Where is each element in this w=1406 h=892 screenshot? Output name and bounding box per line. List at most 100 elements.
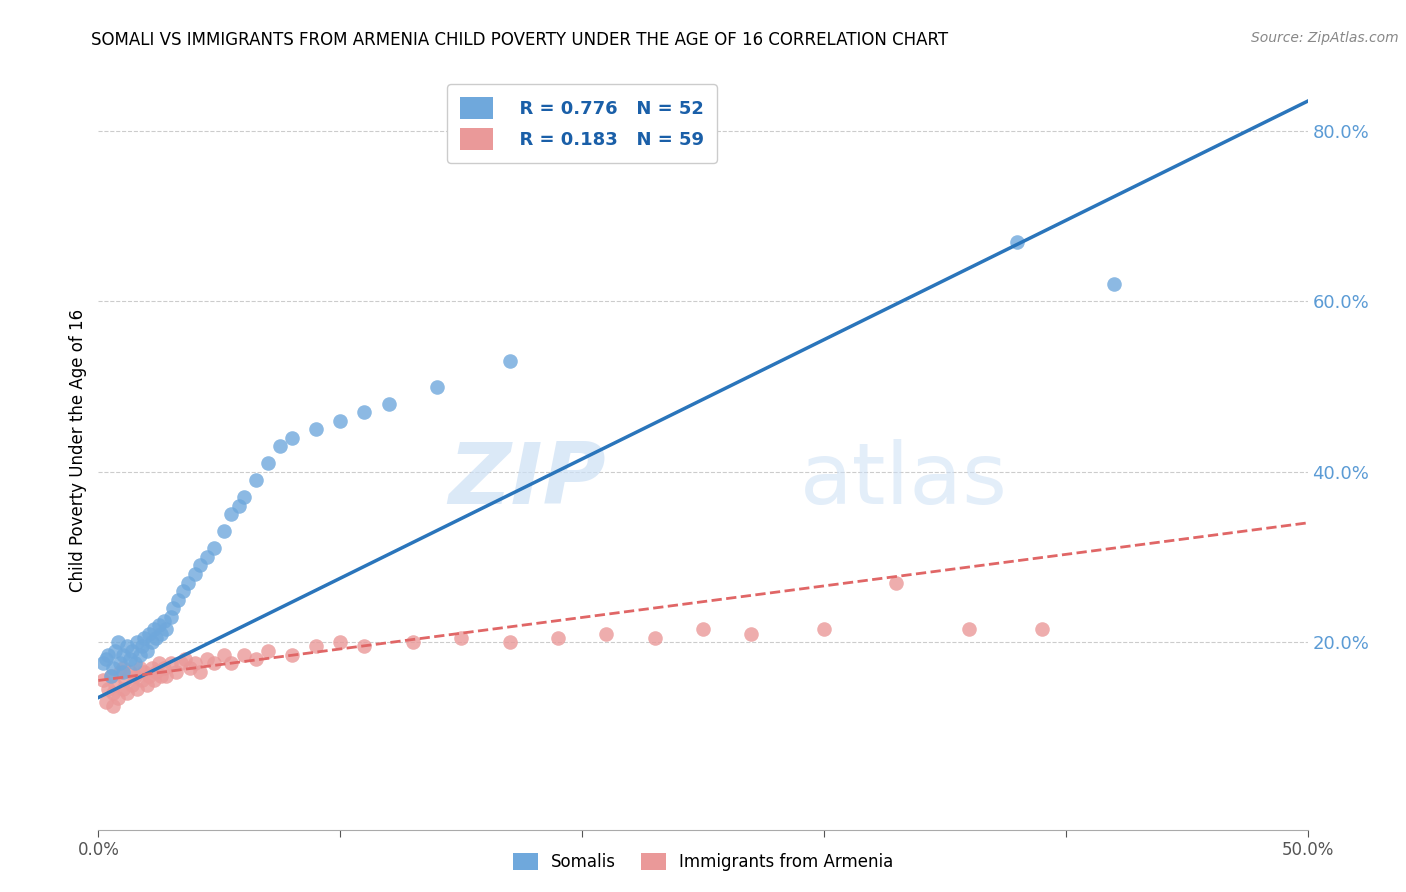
Point	[245, 473, 267, 487]
Point	[498, 635, 520, 649]
Point	[165, 665, 187, 679]
Point	[184, 566, 207, 581]
Point	[111, 661, 134, 675]
Point	[143, 623, 166, 637]
Point	[104, 643, 127, 657]
Point	[141, 661, 163, 675]
Point	[128, 661, 150, 675]
Point	[152, 661, 174, 675]
Point	[124, 669, 146, 683]
Point	[245, 652, 267, 666]
Point	[134, 631, 156, 645]
Point	[402, 635, 425, 649]
Text: Source: ZipAtlas.com: Source: ZipAtlas.com	[1251, 31, 1399, 45]
Point	[1102, 277, 1125, 292]
Point	[101, 699, 124, 714]
Point	[269, 439, 291, 453]
Point	[118, 665, 141, 679]
Point	[179, 661, 201, 675]
Point	[162, 601, 184, 615]
Point	[204, 657, 226, 671]
Point	[97, 681, 120, 696]
Legend: Somalis, Immigrants from Armenia: Somalis, Immigrants from Armenia	[505, 845, 901, 880]
Point	[329, 635, 352, 649]
Point	[100, 669, 122, 683]
Point	[117, 640, 139, 654]
Point	[1007, 235, 1029, 249]
Point	[121, 678, 143, 692]
Y-axis label: Child Poverty Under the Age of 16: Child Poverty Under the Age of 16	[69, 309, 87, 592]
Text: SOMALI VS IMMIGRANTS FROM ARMENIA CHILD POVERTY UNDER THE AGE OF 16 CORRELATION : SOMALI VS IMMIGRANTS FROM ARMENIA CHILD …	[91, 31, 949, 49]
Point	[160, 657, 183, 671]
Point	[101, 661, 124, 675]
Point	[152, 614, 174, 628]
Point	[740, 626, 762, 640]
Point	[107, 690, 129, 705]
Point	[155, 623, 177, 637]
Point	[221, 508, 243, 522]
Point	[450, 631, 472, 645]
Point	[138, 669, 160, 683]
Point	[172, 584, 194, 599]
Point	[128, 648, 150, 662]
Point	[204, 541, 226, 556]
Point	[813, 623, 835, 637]
Point	[426, 379, 449, 393]
Point	[256, 456, 278, 470]
Point	[167, 592, 190, 607]
Point	[118, 652, 141, 666]
Point	[127, 681, 149, 696]
Point	[114, 673, 136, 688]
Point	[281, 648, 304, 662]
Point	[148, 618, 170, 632]
Point	[547, 631, 569, 645]
Point	[1031, 623, 1053, 637]
Point	[104, 678, 127, 692]
Point	[644, 631, 666, 645]
Text: ZIP: ZIP	[449, 439, 606, 523]
Point	[108, 665, 131, 679]
Point	[91, 657, 114, 671]
Point	[117, 686, 139, 700]
Point	[595, 626, 617, 640]
Point	[135, 643, 157, 657]
Point	[212, 648, 235, 662]
Point	[184, 657, 207, 671]
Point	[131, 640, 153, 654]
Point	[692, 623, 714, 637]
Point	[124, 657, 146, 671]
Point	[148, 657, 170, 671]
Point	[127, 635, 149, 649]
Point	[145, 631, 167, 645]
Point	[111, 648, 134, 662]
Point	[195, 652, 218, 666]
Point	[150, 626, 173, 640]
Text: atlas: atlas	[800, 439, 1008, 523]
Point	[131, 673, 153, 688]
Point	[160, 609, 183, 624]
Point	[135, 678, 157, 692]
Point	[232, 491, 254, 505]
Point	[177, 575, 200, 590]
Point	[221, 657, 243, 671]
Point	[143, 673, 166, 688]
Point	[353, 405, 375, 419]
Point	[121, 643, 143, 657]
Point	[305, 422, 328, 436]
Point	[100, 669, 122, 683]
Point	[94, 695, 117, 709]
Point	[111, 681, 134, 696]
Point	[188, 665, 211, 679]
Point	[94, 652, 117, 666]
Point	[212, 524, 235, 539]
Point	[169, 657, 191, 671]
Point	[305, 640, 328, 654]
Point	[108, 657, 131, 671]
Legend:   R = 0.776   N = 52,   R = 0.183   N = 59: R = 0.776 N = 52, R = 0.183 N = 59	[447, 84, 717, 162]
Point	[150, 669, 173, 683]
Point	[155, 669, 177, 683]
Point	[232, 648, 254, 662]
Point	[101, 686, 124, 700]
Point	[174, 652, 197, 666]
Point	[957, 623, 980, 637]
